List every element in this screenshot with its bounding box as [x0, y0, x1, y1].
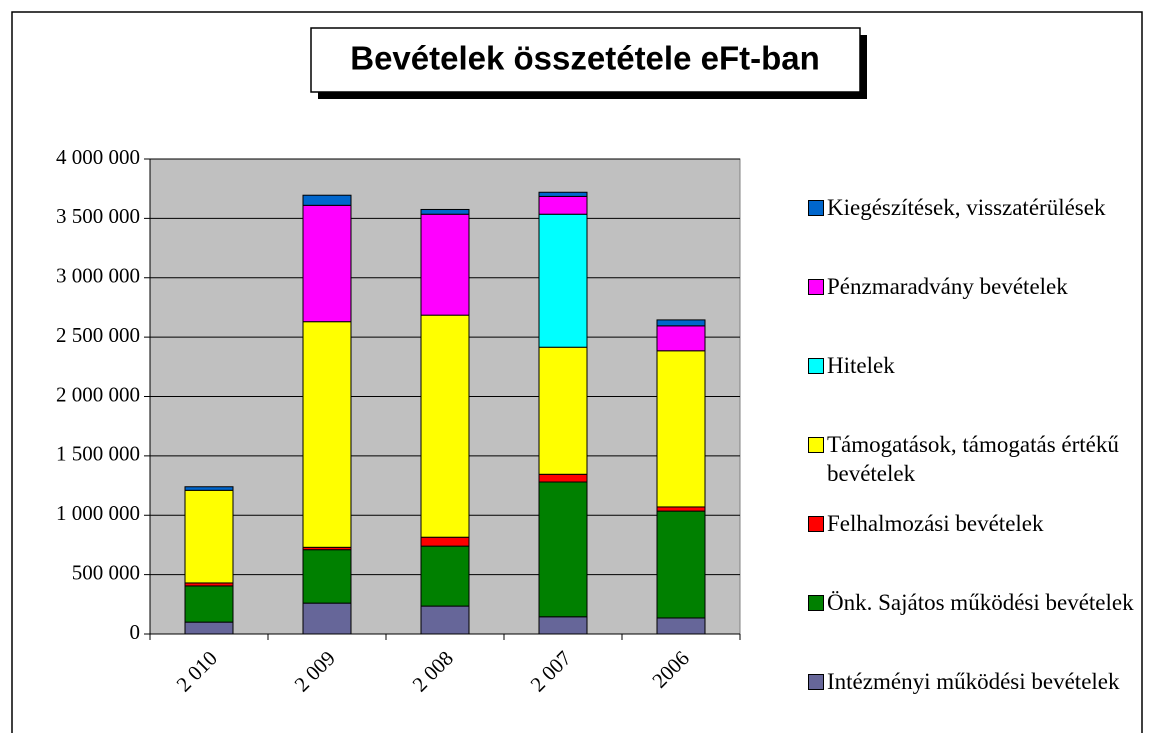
x-tick-label: 2 010: [172, 646, 222, 696]
legend-swatch: [808, 674, 824, 690]
legend-label: Pénzmaradvány bevételek: [827, 274, 1068, 299]
bar-segment: [538, 481, 588, 618]
legend-label: Hitelek: [827, 353, 895, 378]
legend-swatch: [808, 358, 824, 374]
x-tick-label: 2 009: [290, 646, 340, 696]
y-tick-label: 1 500 000: [56, 442, 140, 466]
bar-segment: [184, 585, 234, 623]
bar-segment: [420, 605, 470, 635]
title-box: [310, 27, 861, 93]
legend-label: Felhalmozási bevételek: [827, 511, 1044, 536]
bar-segment: [538, 346, 588, 475]
bar-segment: [420, 536, 470, 547]
bar-segment: [538, 191, 588, 197]
chart-frame: [11, 11, 1143, 733]
y-tick-label: 3 500 000: [56, 204, 140, 228]
bar-segment: [538, 195, 588, 215]
bar-segment: [420, 208, 470, 215]
bar-segment: [184, 486, 234, 491]
y-tick-label: 4 000 000: [56, 145, 140, 169]
legend-item: Kiegészítések, visszatérülések: [808, 193, 1153, 222]
y-tick-label: 500 000: [72, 560, 140, 584]
legend-swatch: [808, 200, 824, 216]
bar-segment: [420, 545, 470, 607]
legend-swatch: [808, 516, 824, 532]
y-tick-label: 2 500 000: [56, 323, 140, 347]
legend-swatch: [808, 595, 824, 611]
legend-item: Felhalmozási bevételek: [808, 509, 1153, 538]
legend-label: Kiegészítések, visszatérülések: [827, 195, 1106, 220]
legend-item: Hitelek: [808, 351, 1153, 380]
bar-segment: [656, 350, 706, 508]
bar-segment: [302, 549, 352, 604]
bar-segment: [656, 325, 706, 352]
legend-item: Önk. Sajátos működési bevételek: [808, 588, 1153, 617]
y-tick-label: 0: [130, 620, 141, 644]
x-tick-label: 2006: [647, 646, 694, 693]
bar-segment: [420, 314, 470, 538]
bar-segment: [538, 473, 588, 483]
y-tick-label: 2 000 000: [56, 382, 140, 406]
legend-item: Intézményi működési bevételek: [808, 667, 1153, 696]
bar-segment: [656, 510, 706, 619]
y-tick-label: 1 000 000: [56, 501, 140, 525]
legend-label: Önk. Sajátos működési bevételek: [827, 590, 1134, 615]
bar-segment: [656, 617, 706, 635]
bar-segment: [184, 489, 234, 584]
legend-item: Pénzmaradvány bevételek: [808, 272, 1153, 301]
bar-segment: [656, 319, 706, 327]
x-tick-label: 2 007: [526, 646, 576, 696]
bar-segment: [184, 621, 234, 635]
bar-segment: [302, 321, 352, 548]
bar-segment: [302, 204, 352, 323]
bar-segment: [656, 506, 706, 512]
legend-label: Támogatások, támogatás értékű bevételek: [827, 432, 1119, 486]
y-tick-label: 3 000 000: [56, 264, 140, 288]
chart-title: Bevételek összetétele eFt-ban: [350, 40, 820, 77]
legend-swatch: [808, 279, 824, 295]
bar-segment: [302, 194, 352, 206]
bar-segment: [538, 616, 588, 635]
legend-label: Intézményi működési bevételek: [827, 669, 1120, 694]
bar-segment: [302, 602, 352, 635]
legend-swatch: [808, 437, 824, 453]
bar-segment: [420, 213, 470, 316]
x-tick-label: 2 008: [408, 646, 458, 696]
bar-segment: [538, 213, 588, 348]
legend-item: Támogatások, támogatás értékű bevételek: [808, 430, 1153, 488]
